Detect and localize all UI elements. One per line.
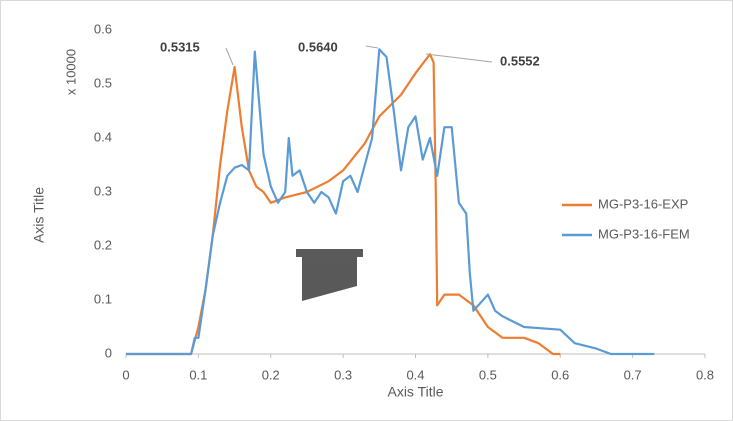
x-tick-label: 0.1 — [189, 367, 207, 382]
y-unit-label: x 10000 — [63, 49, 78, 95]
x-tick-label: 0.2 — [262, 367, 280, 382]
annotation: 0.5552 — [500, 53, 540, 68]
series-line — [126, 48, 655, 356]
y-tick-label: 0.6 — [94, 21, 112, 36]
x-tick-label: 0.4 — [406, 367, 424, 382]
annotation-leader — [365, 45, 379, 49]
x-tick-label: 0.7 — [624, 367, 642, 382]
x-tick-label: 0.5 — [479, 367, 497, 382]
y-tick-label: 0.5 — [94, 75, 112, 90]
annotation: 0.5315 — [160, 39, 200, 54]
y-tick-label: 0.3 — [94, 183, 112, 198]
annotation-leader — [425, 53, 493, 63]
legend-label: MG-P3-16-EXP — [598, 196, 688, 211]
y-tick-label: 0.4 — [94, 129, 112, 144]
annotation-leader — [225, 47, 234, 66]
y-axis-title: Axis Title — [31, 187, 47, 243]
x-tick-label: 0.3 — [334, 367, 352, 382]
series-line — [126, 53, 561, 356]
x-axis-title: Axis Title — [387, 384, 443, 400]
annotation: 0.5640 — [298, 39, 338, 54]
x-tick-label: 0 — [122, 367, 129, 382]
x-tick-label: 0.6 — [551, 367, 569, 382]
y-tick-label: 0 — [105, 345, 112, 360]
x-tick-label: 0.8 — [696, 367, 714, 382]
y-tick-label: 0.2 — [94, 237, 112, 252]
y-tick-label: 0.1 — [94, 291, 112, 306]
icon — [296, 249, 363, 301]
legend-label: MG-P3-16-FEM — [598, 226, 690, 241]
